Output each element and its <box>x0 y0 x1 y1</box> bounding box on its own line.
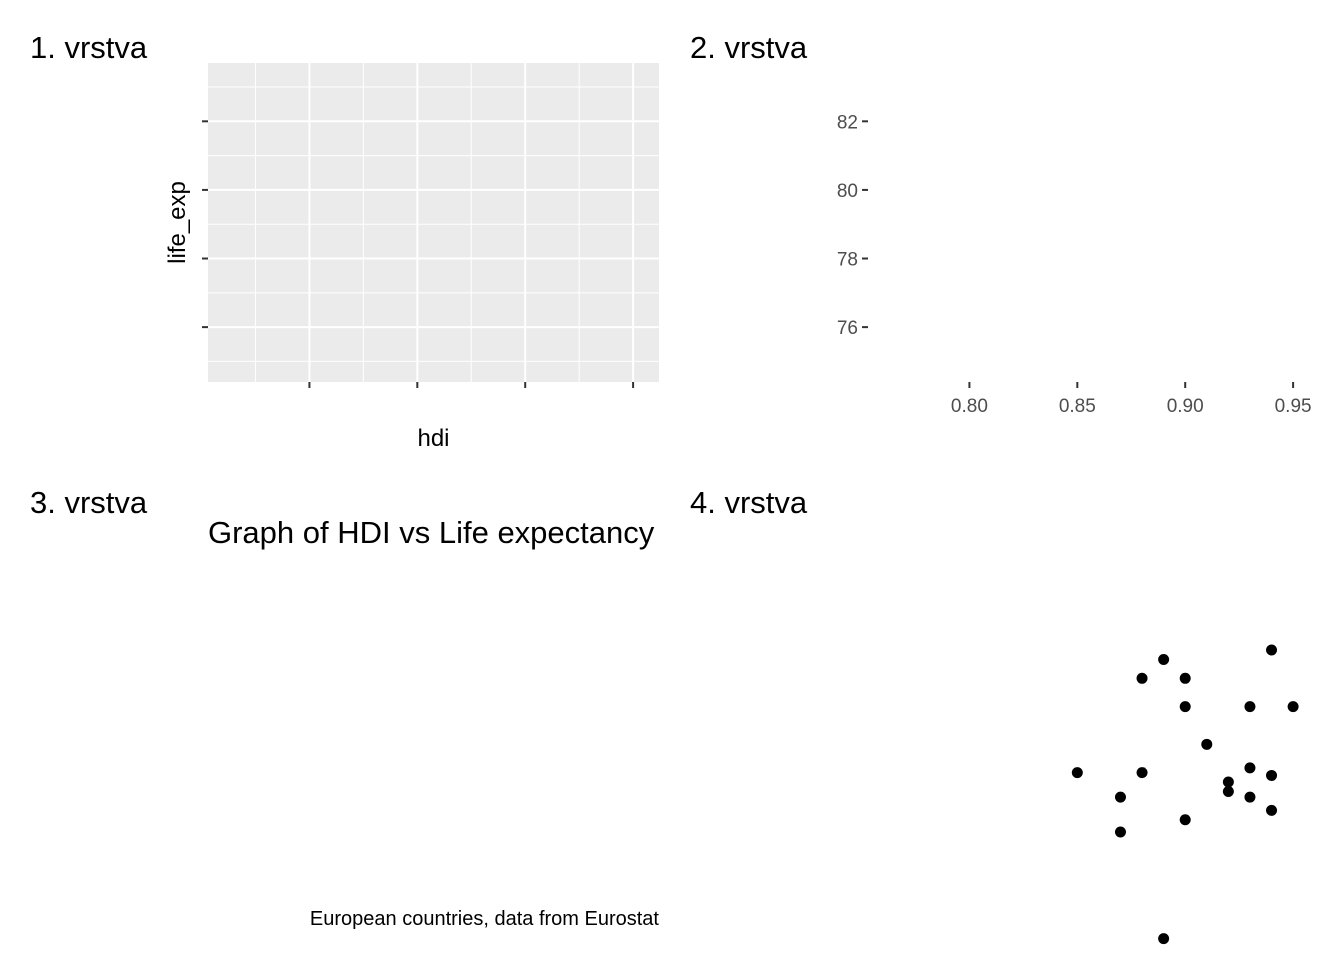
panel-title: 4. vrstva <box>690 485 808 520</box>
point <box>1071 767 1083 779</box>
point <box>1114 791 1126 803</box>
x-tick-label: 0.95 <box>1275 396 1312 417</box>
point <box>1222 776 1234 788</box>
panel-title: 1. vrstva <box>30 30 148 65</box>
point <box>1158 933 1170 945</box>
caption: European countries, data from Eurostat <box>310 908 660 930</box>
x-tick-label: 0.80 <box>951 396 988 417</box>
y-tick-label: 76 <box>837 318 858 339</box>
point <box>1244 791 1256 803</box>
point <box>1136 672 1148 684</box>
point <box>1179 701 1191 713</box>
point <box>1266 769 1278 781</box>
point <box>1136 767 1148 779</box>
point <box>1114 826 1126 838</box>
panel-title: 3. vrstva <box>30 485 148 520</box>
chart-title: Graph of HDI vs Life expectancy <box>208 515 655 550</box>
x-tick-label: 0.85 <box>1059 396 1096 417</box>
point <box>1201 738 1213 750</box>
x-axis-title: hdi <box>417 425 449 452</box>
point <box>1179 672 1191 684</box>
point <box>1244 762 1256 774</box>
point <box>1222 785 1234 797</box>
point <box>1266 804 1278 816</box>
panel-background <box>208 63 659 382</box>
x-tick-label: 0.90 <box>1167 396 1204 417</box>
point <box>1287 701 1299 713</box>
y-axis-title: life_exp <box>164 181 191 264</box>
panel-title: 2. vrstva <box>690 30 808 65</box>
y-tick-label: 78 <box>837 250 858 271</box>
point <box>1179 814 1191 826</box>
y-tick-label: 82 <box>837 112 858 133</box>
point <box>1266 644 1278 656</box>
point <box>1158 653 1170 665</box>
y-tick-label: 80 <box>837 181 858 202</box>
point <box>1244 701 1256 713</box>
